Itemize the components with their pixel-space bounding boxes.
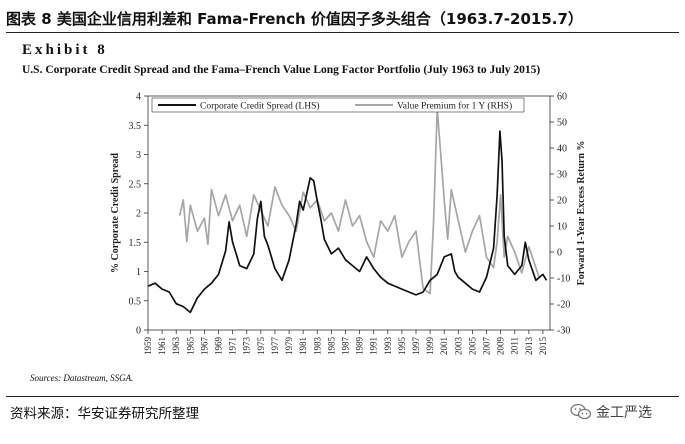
brand-text: 金工严选	[596, 405, 652, 421]
x-tick-label: 1959	[143, 337, 153, 356]
footer-rule	[6, 396, 679, 397]
y2-tick-label: 0	[557, 248, 562, 259]
x-tick-label: 2015	[538, 337, 548, 356]
y-tick-label: 0	[136, 326, 141, 337]
x-tick-label: 1995	[397, 337, 407, 356]
y2-tick-label: 10	[557, 222, 567, 233]
x-tick-label: 1965	[185, 337, 195, 356]
figure-caption: 图表 8 美国企业信用利差和 Fama-French 价值因子多头组合（1963…	[6, 10, 583, 28]
y-tick-label: 1	[136, 267, 141, 278]
x-tick-label: 1989	[355, 337, 365, 356]
chart-legend: Corporate Credit Spread (LHS) Value Premi…	[151, 97, 525, 113]
x-tick-label: 1981	[298, 337, 308, 355]
sources-note: Sources: Datastream, SSGA.	[30, 373, 134, 383]
x-tick-label: 1973	[242, 337, 252, 356]
x-tick-label: 2009	[496, 337, 506, 356]
y-tick-label: 1.5	[129, 238, 142, 249]
x-tick-label: 1961	[157, 337, 167, 355]
x-tick-label: 2007	[482, 337, 492, 356]
y2-tick-label: -20	[557, 300, 570, 311]
footer-source: 资料来源：华安证券研究所整理	[10, 406, 199, 422]
y2-tick-label: -10	[557, 274, 570, 285]
chart: 0 0.5 1 1.5 2 2.5 3 3.5 4 -30 -20 -10 0 10 20 30 40 50 60 1…	[110, 92, 587, 356]
x-tick-label: 1983	[312, 337, 322, 356]
x-tick-label: 2013	[524, 337, 534, 356]
exhibit-label: Exhibit 8	[22, 42, 108, 58]
y-tick-label: 3	[136, 150, 141, 161]
legend-label-credit: Corporate Credit Spread (LHS)	[200, 101, 320, 112]
x-tick-label: 2003	[453, 337, 463, 356]
y2-tick-label: 60	[557, 92, 567, 103]
y2-tick-label: 50	[557, 118, 567, 129]
x-tick-label: 1997	[411, 337, 421, 356]
x-tick-label: 1977	[270, 337, 280, 356]
x-tick-label: 1993	[383, 337, 393, 356]
y-tick-label: 4	[136, 92, 141, 103]
chart-series	[147, 108, 548, 314]
x-tick-label: 1985	[326, 337, 336, 356]
x-tick-label: 1987	[340, 337, 350, 356]
x-tick-label: 1967	[199, 337, 209, 356]
y2-tick-label: 20	[557, 196, 567, 207]
y-tick-label: 3.5	[129, 121, 142, 132]
chart-axes: 0 0.5 1 1.5 2 2.5 3 3.5 4 -30 -20 -10 0 10 20 30 40 50 60 1…	[110, 92, 587, 356]
x-tick-label: 1969	[214, 337, 224, 356]
y-axis-label: % Corporate Credit Spread	[110, 153, 121, 273]
x-tick-label: 1999	[425, 337, 435, 356]
y2-tick-label: 40	[557, 144, 567, 155]
y2-axis-label: Forward 1-Year Excess Return %	[576, 141, 587, 286]
chart-title: U.S. Corporate Credit Spread and the Fam…	[22, 64, 541, 76]
y-tick-label: 2	[136, 209, 141, 220]
x-tick-label: 2005	[467, 337, 477, 356]
series-line-credit-spread	[147, 130, 548, 314]
series-line-value-premium	[178, 108, 541, 295]
legend-box	[151, 97, 525, 113]
caption-rule	[6, 32, 679, 33]
brand: 金工严选	[570, 400, 652, 424]
x-tick-label: 1979	[284, 337, 294, 356]
y2-tick-label: 30	[557, 170, 567, 181]
x-tick-label: 1963	[171, 337, 181, 356]
legend-label-premium: Value Premium for 1 Y (RHS)	[397, 101, 512, 112]
y2-tick-label: -30	[557, 326, 570, 337]
x-tick-label: 2011	[510, 337, 520, 355]
x-tick-label: 1991	[369, 337, 379, 355]
x-tick-label: 1975	[256, 337, 266, 356]
x-tick-label: 2001	[439, 337, 449, 355]
wechat-icon	[570, 403, 592, 420]
y-tick-label: 2.5	[129, 179, 142, 190]
y-tick-label: 0.5	[129, 296, 142, 307]
x-tick-label: 1971	[228, 337, 238, 355]
